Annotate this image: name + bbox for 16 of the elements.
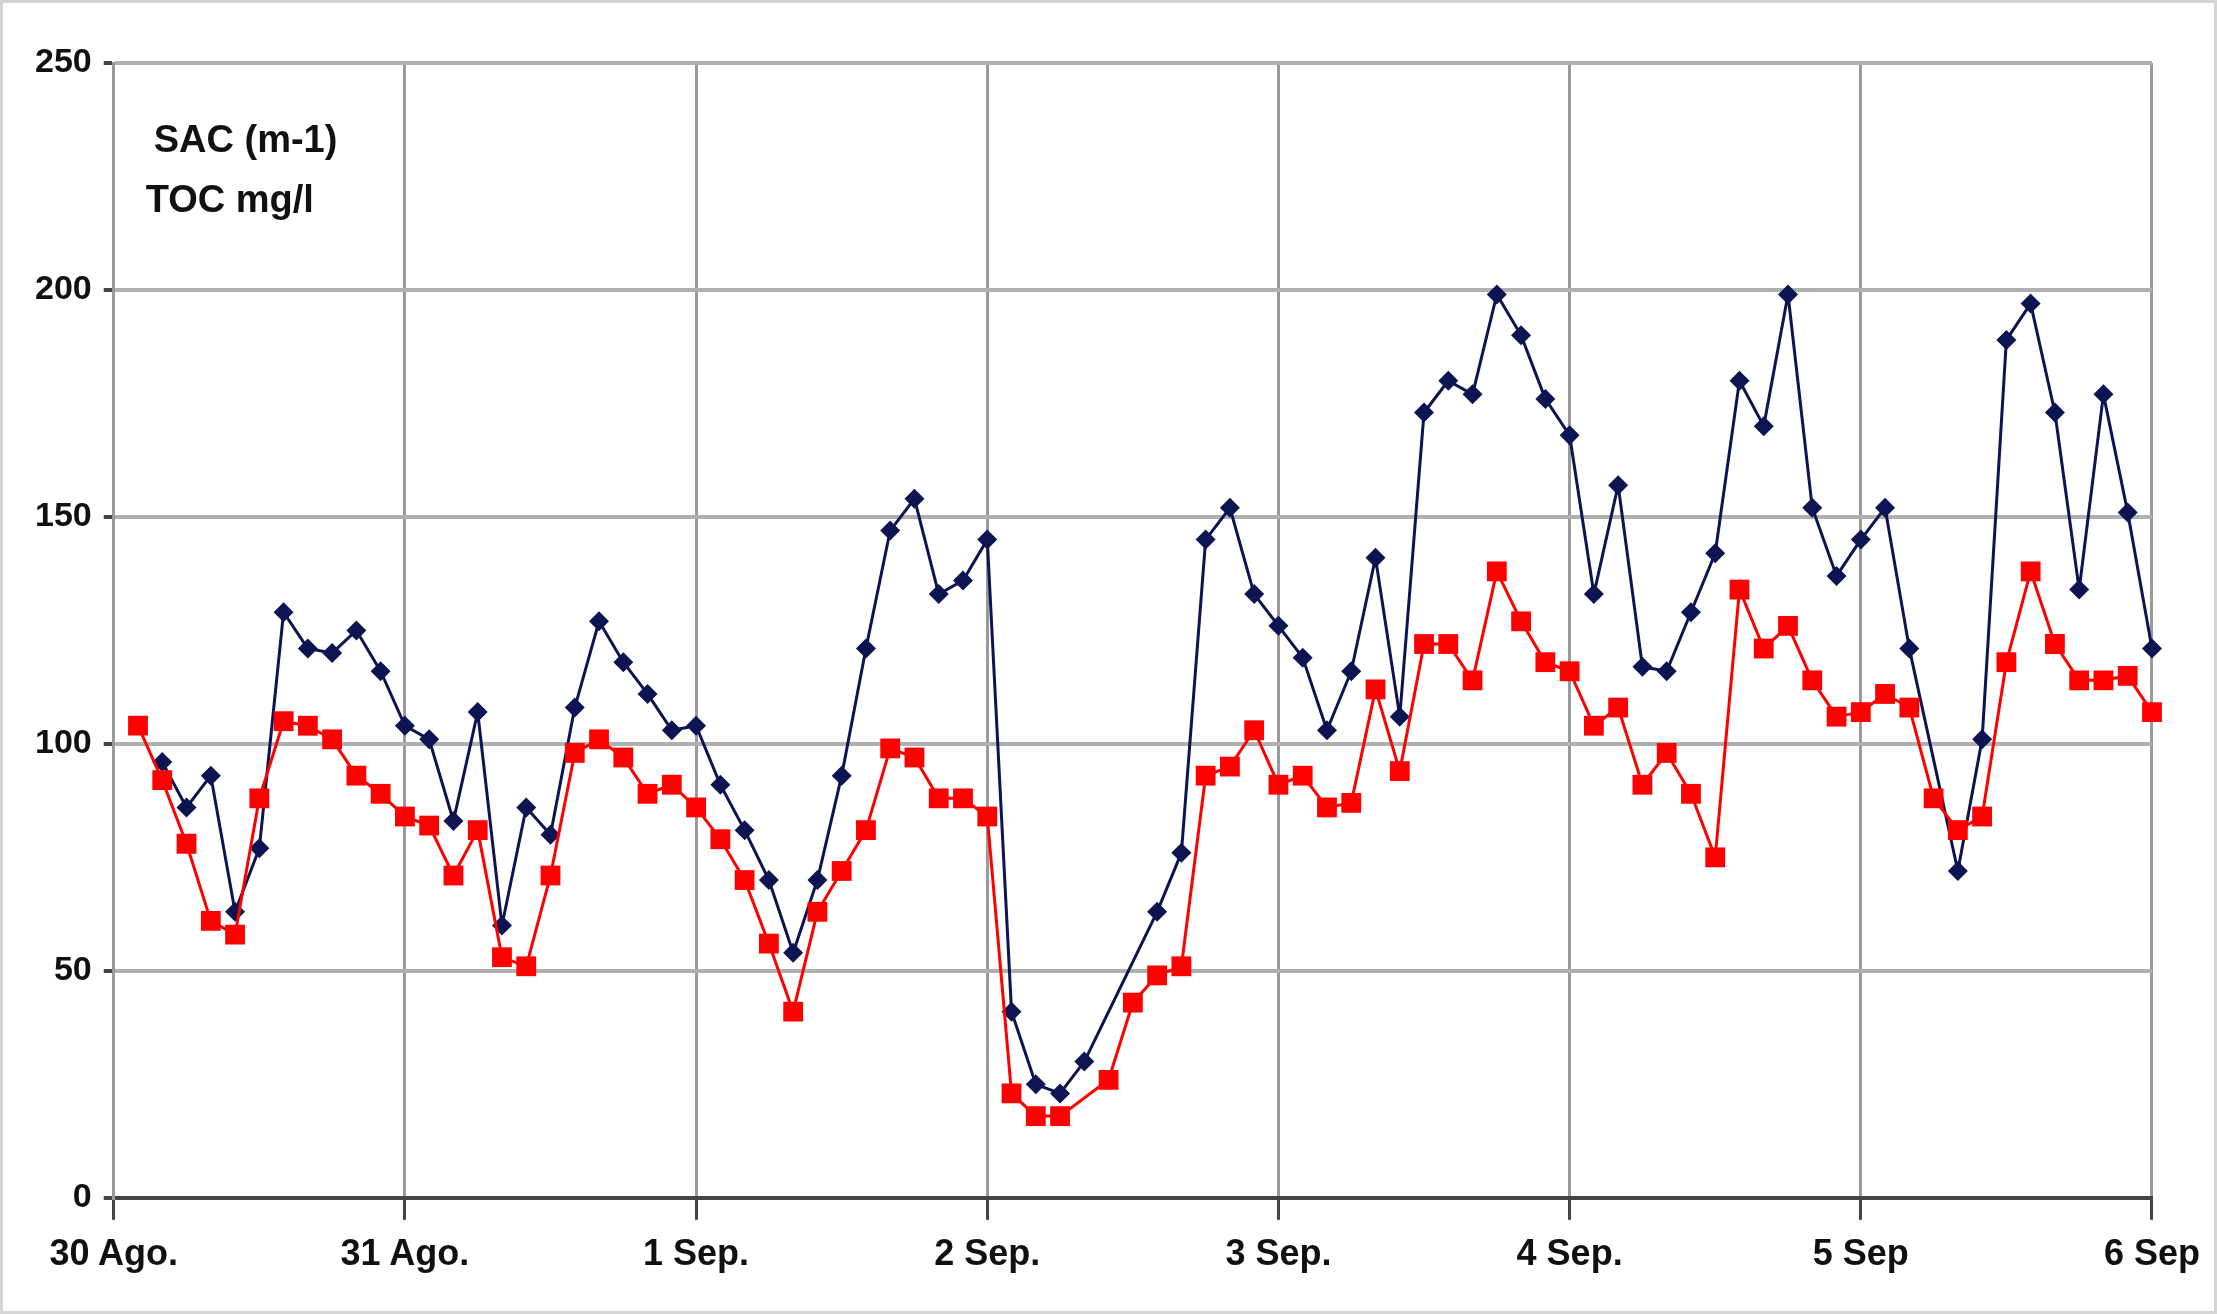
x-tick-label: 31 Ago. bbox=[340, 1232, 470, 1274]
annotation: SAC (m-1) bbox=[153, 118, 338, 161]
x-tick-label: 1 Sep. bbox=[643, 1232, 750, 1274]
y-tick-label: 150 bbox=[34, 495, 92, 534]
x-tick-label: 2 Sep. bbox=[934, 1232, 1041, 1274]
y-tick-label: 250 bbox=[34, 41, 92, 80]
x-tick-label: 3 Sep. bbox=[1225, 1232, 1332, 1274]
y-tick-label: 100 bbox=[34, 722, 92, 761]
y-tick-label: 200 bbox=[34, 268, 92, 307]
y-tick-label: 0 bbox=[72, 1176, 92, 1215]
annotation: TOC mg/l bbox=[145, 178, 314, 221]
x-tick-label: 5 Sep bbox=[1812, 1232, 1909, 1274]
x-tick-label: 6 Sep bbox=[2103, 1232, 2200, 1274]
x-tick-label: 4 Sep. bbox=[1516, 1232, 1623, 1274]
x-tick-label: 30 Ago. bbox=[49, 1232, 179, 1274]
y-tick-label: 50 bbox=[53, 949, 92, 988]
